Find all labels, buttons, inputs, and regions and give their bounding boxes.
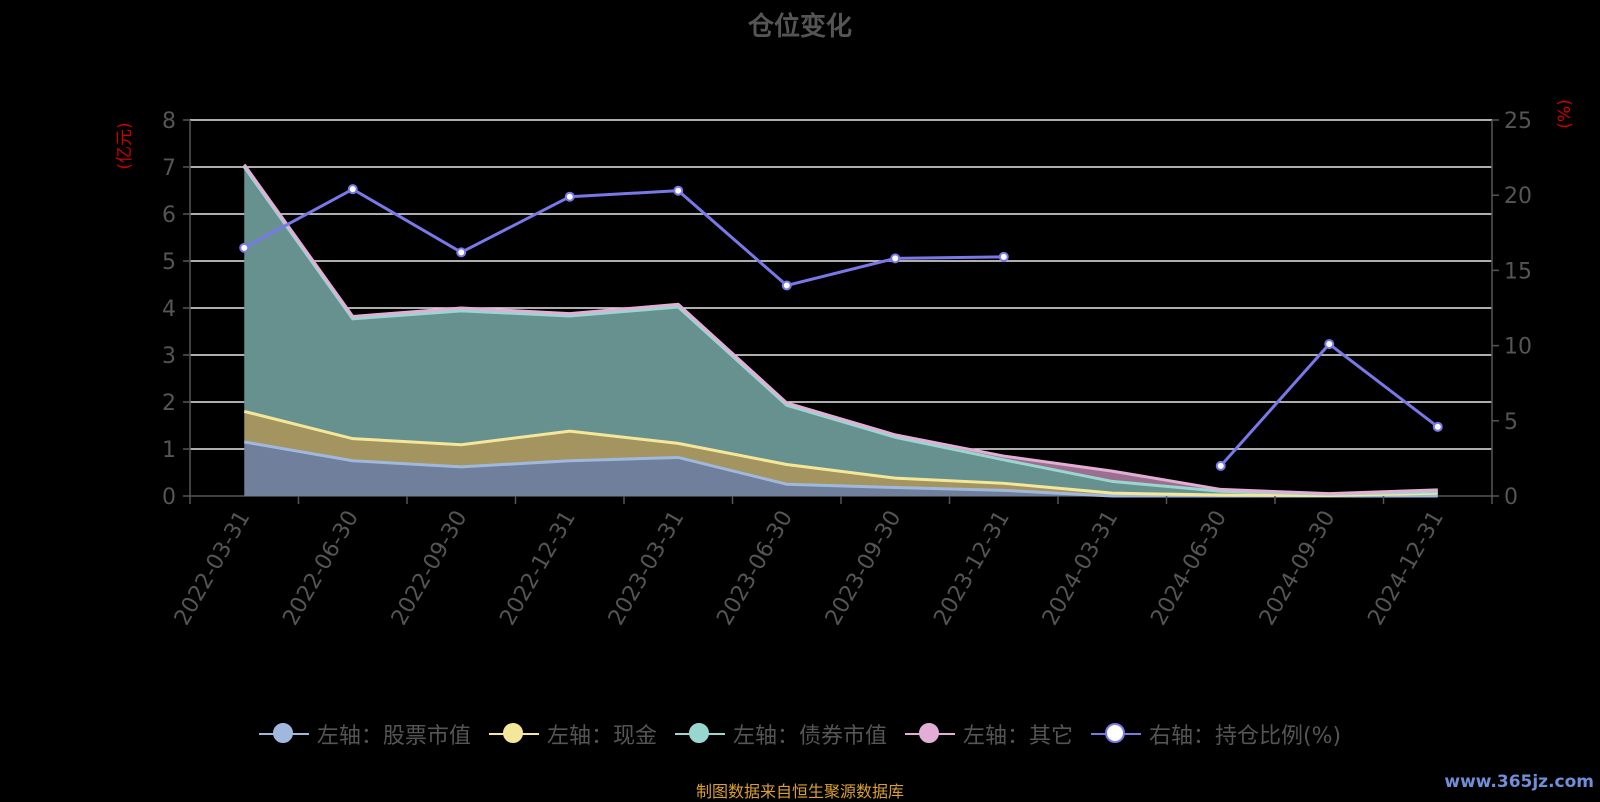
legend-marker-icon	[674, 722, 725, 746]
area-左轴：债券市值	[244, 167, 1438, 496]
ratio-point	[1215, 460, 1226, 471]
right-tick-label: 10	[1504, 335, 1532, 360]
left-tick-label: 7	[162, 156, 176, 181]
legend-item[interactable]: 右轴：持仓比例(%)	[1090, 718, 1342, 750]
right-tick-label: 5	[1504, 410, 1518, 435]
left-tick-label: 2	[162, 391, 176, 416]
ratio-line	[1219, 342, 1439, 467]
source-note: 制图数据来自恒生聚源数据库	[695, 782, 904, 801]
left-tick-label: 8	[162, 109, 176, 134]
legend-label: 左轴：现金	[546, 724, 657, 749]
ratio-point	[781, 280, 792, 291]
legend-label: 左轴：其它	[962, 724, 1073, 749]
legend-marker-icon	[258, 722, 309, 746]
left-tick-label: 0	[162, 485, 176, 510]
x-tick-label: 2022-06-30	[278, 507, 364, 630]
left-tick-label: 3	[162, 344, 176, 369]
ratio-point	[673, 185, 684, 196]
x-tick-label: 2023-06-30	[712, 507, 798, 630]
ratio-point	[347, 184, 358, 195]
x-tick-label: 2023-12-31	[929, 507, 1015, 630]
legend-item[interactable]: 左轴：股票市值	[258, 718, 471, 750]
right-tick-label: 0	[1504, 485, 1518, 510]
x-tick-label: 2022-03-31	[170, 507, 256, 630]
series-line-左轴：债券市值	[243, 166, 1438, 496]
ratio-line	[243, 187, 1004, 288]
x-tick-label: 2022-09-30	[387, 507, 473, 630]
ratio-point	[1432, 421, 1443, 432]
legend-label: 左轴：债券市值	[732, 724, 887, 749]
legend-item[interactable]: 左轴：其它	[904, 718, 1073, 750]
left-tick-label: 6	[162, 203, 176, 228]
watermark: www.365jz.com	[1444, 772, 1594, 792]
x-tick-label: 2023-09-30	[821, 507, 907, 630]
ratio-point	[890, 253, 901, 264]
x-tick-label: 2024-06-30	[1146, 507, 1232, 630]
right-tick-label: 15	[1504, 259, 1532, 284]
legend-marker-icon	[904, 722, 955, 746]
left-tick-label: 1	[162, 438, 176, 463]
ratio-point	[456, 247, 467, 258]
legend-item[interactable]: 左轴：债券市值	[674, 718, 887, 750]
chart-title: 仓位变化	[747, 12, 852, 42]
left-axis-unit: (亿元)	[115, 122, 135, 169]
legend-marker-icon	[1090, 722, 1141, 746]
ratio-point	[998, 251, 1009, 262]
ratio-point	[1324, 339, 1335, 350]
area-左轴：股票市值	[244, 441, 1438, 496]
chart-legend[interactable]: 左轴：股票市值 左轴：现金 左轴：债券市值 左轴：其它 右轴：持仓比例(%)	[0, 718, 1600, 750]
left-tick-label: 5	[162, 250, 176, 275]
ratio-point	[239, 242, 250, 253]
series-line-左轴：其它	[243, 163, 1438, 496]
legend-item[interactable]: 左轴：现金	[488, 718, 657, 750]
x-tick-label: 2023-03-31	[604, 507, 690, 630]
right-tick-label: 25	[1504, 109, 1532, 134]
x-tick-label: 2024-03-31	[1038, 507, 1124, 630]
x-tick-label: 2024-09-30	[1255, 507, 1341, 630]
x-tick-label: 2024-12-31	[1363, 507, 1449, 630]
right-axis-unit: (%)	[1555, 99, 1575, 128]
x-tick-label: 2022-12-31	[495, 507, 581, 630]
legend-marker-icon	[488, 722, 539, 746]
left-tick-label: 4	[162, 297, 176, 322]
legend-label: 右轴：持仓比例(%)	[1148, 724, 1342, 749]
series-line-左轴：现金	[243, 409, 1438, 498]
area-左轴：现金	[244, 411, 1438, 496]
right-tick-label: 20	[1504, 184, 1532, 209]
legend-label: 左轴：股票市值	[316, 724, 471, 749]
ratio-point	[564, 191, 575, 202]
